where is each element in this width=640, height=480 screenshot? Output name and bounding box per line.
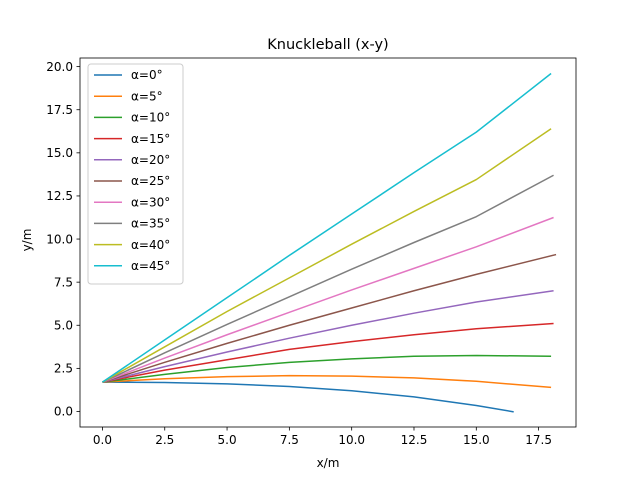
legend-label-2: α=10°: [131, 111, 170, 125]
y-tick-label: 2.5: [54, 362, 73, 376]
y-tick-label: 10.0: [46, 232, 73, 246]
x-tick-label: 10.0: [338, 433, 365, 447]
series-line-5: [102, 253, 557, 383]
series-line-6: [102, 216, 554, 383]
y-tick-label: 5.0: [54, 318, 73, 332]
y-axis: 0.0 2.5 5.0 7.5 10.0 12.5 15.0 17.5 20.0: [46, 60, 80, 419]
y-tick-label: 20.0: [46, 60, 73, 74]
x-axis: 0.0 2.5 5.0 7.5 10.0 12.5 15.0 17.5: [93, 427, 552, 447]
legend-label-9: α=45°: [131, 259, 170, 273]
x-tick-label: 7.5: [280, 433, 299, 447]
series-line-7: [102, 174, 554, 383]
y-axis-label: y/m: [20, 229, 34, 252]
series-line-2: [102, 354, 552, 383]
series-line-9: [102, 72, 552, 383]
legend-box: [87, 63, 184, 285]
series-line-8: [102, 128, 552, 383]
chart-title: Knuckleball (x-y): [267, 37, 388, 53]
y-tick-label: 12.5: [46, 189, 73, 203]
x-tick-label: 17.5: [525, 433, 552, 447]
legend-label-0: α=0°: [131, 68, 163, 82]
x-axis-label: x/m: [317, 456, 340, 470]
y-tick-label: 7.5: [54, 275, 73, 289]
x-tick-label: 5.0: [218, 433, 237, 447]
x-tick-label: 2.5: [155, 433, 174, 447]
legend-label-4: α=20°: [131, 153, 170, 167]
legend-label-7: α=35°: [131, 217, 170, 231]
series-line-1: [102, 374, 552, 389]
series-line-4: [102, 290, 554, 383]
y-tick-label: 17.5: [46, 103, 73, 117]
x-tick-label: 0.0: [93, 433, 112, 447]
y-tick-label: 0.0: [54, 405, 73, 419]
legend-label-1: α=5°: [131, 89, 163, 103]
legend-label-5: α=25°: [131, 174, 170, 188]
x-tick-label: 12.5: [401, 433, 428, 447]
y-tick-label: 15.0: [46, 146, 73, 160]
series-line-0: [102, 381, 514, 413]
legend: α=0° α=5° α=10° α=15° α=20° α=25° α=30° α=35° α=…: [87, 63, 184, 285]
plot-frame: [79, 57, 577, 428]
x-tick-label: 15.0: [463, 433, 490, 447]
plot-area: [79, 57, 577, 428]
legend-label-3: α=15°: [131, 132, 170, 146]
legend-label-8: α=40°: [131, 238, 170, 252]
series-line-3: [102, 322, 554, 383]
legend-label-6: α=30°: [131, 195, 170, 209]
